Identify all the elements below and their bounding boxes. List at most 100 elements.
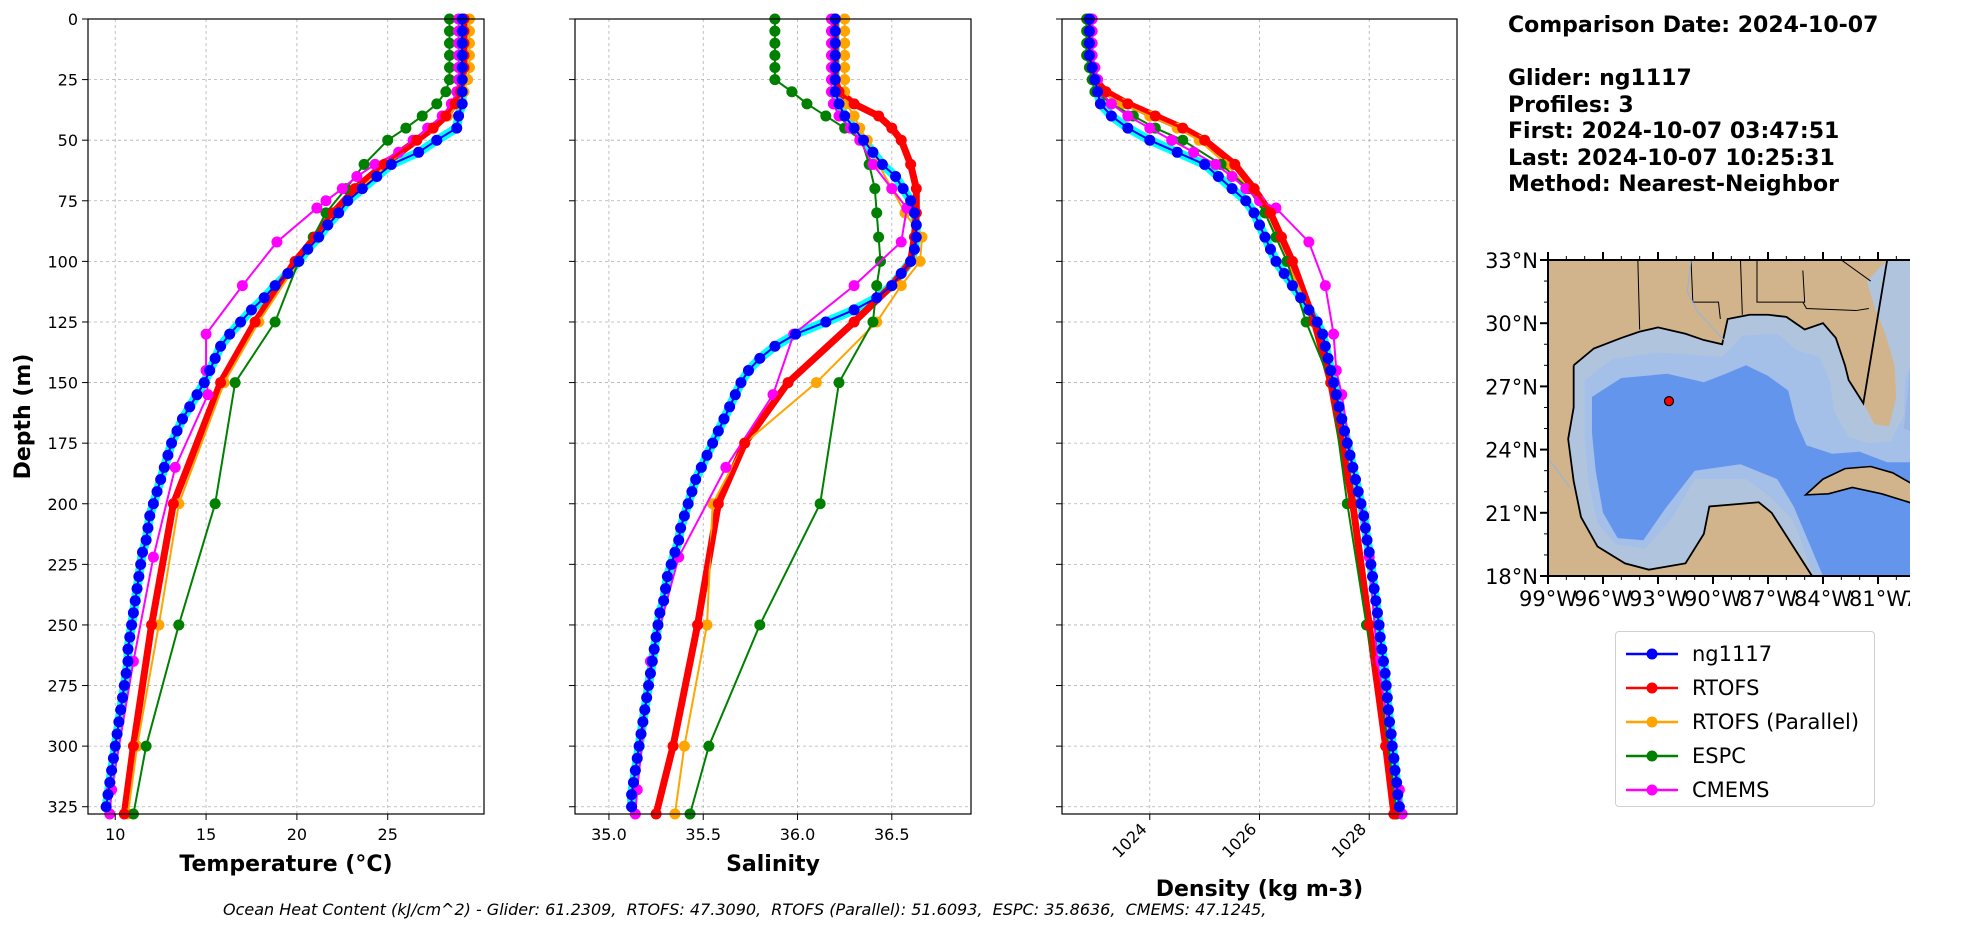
info-panel: Comparison Date: 2024-10-07 Glider: ng11… (1508, 13, 1878, 199)
data-point (1240, 183, 1252, 195)
data-point (1210, 158, 1222, 170)
data-point (908, 243, 920, 255)
lon-label: 78°W (1904, 587, 1910, 611)
data-point (905, 195, 917, 207)
data-point (1171, 146, 1183, 158)
x-tick-label: 35.0 (591, 825, 627, 844)
data-point (142, 522, 154, 534)
us-coastline (1573, 260, 1889, 406)
data-point (869, 183, 881, 195)
cuba (1803, 465, 1910, 504)
data-point (890, 171, 902, 183)
data-point (106, 764, 118, 776)
legend-item: CMEMS (1624, 777, 1770, 803)
glider-name: Glider: ng1117 (1508, 66, 1692, 91)
data-point (910, 231, 922, 243)
data-point (1385, 728, 1397, 740)
data-point (1122, 110, 1134, 122)
data-point (1105, 110, 1117, 122)
data-point (1229, 158, 1241, 170)
state-border (1756, 260, 1806, 303)
data-point (839, 49, 851, 61)
x-axis-label: Salinity (726, 852, 820, 877)
series-line (654, 19, 918, 815)
state-border (1802, 301, 1869, 312)
data-point (833, 377, 845, 389)
data-point (654, 607, 666, 619)
data-point (1248, 207, 1260, 219)
legend-item: RTOFS (Parallel) (1624, 709, 1859, 735)
data-point (1240, 195, 1252, 207)
data-point (127, 740, 139, 752)
x-tick-label: 35.5 (685, 825, 721, 844)
comparison-date: Comparison Date: 2024-10-07 (1508, 13, 1879, 38)
data-point (652, 619, 664, 631)
series-line (1085, 19, 1395, 815)
y-axis-label: Depth (m) (11, 354, 36, 480)
data-point (692, 619, 704, 631)
data-point (400, 122, 412, 134)
data-point (140, 740, 152, 752)
y-tick-label: 175 (47, 434, 78, 453)
data-point (897, 183, 909, 195)
last-time: Last: 2024-10-07 10:25:31 (1508, 145, 1835, 171)
series-rtofs (650, 13, 922, 820)
data-point (124, 631, 136, 643)
data-point (769, 74, 781, 86)
data-point (848, 110, 860, 122)
series-ng1117 (1083, 13, 1405, 813)
data-point (886, 183, 898, 195)
data-point (914, 255, 926, 267)
data-point (122, 655, 134, 667)
data-point (1363, 546, 1375, 558)
data-point (839, 37, 851, 49)
series-ng1117 (626, 13, 922, 813)
data-point (1388, 752, 1400, 764)
data-point (910, 183, 922, 195)
data-point (1358, 510, 1370, 522)
data-point (1286, 280, 1298, 292)
data-point (1177, 134, 1189, 146)
lat-label: 27°N (1485, 375, 1538, 399)
data-point (258, 292, 270, 304)
data-point (839, 74, 851, 86)
data-point (173, 619, 185, 631)
data-point (739, 437, 751, 449)
data-point (1086, 61, 1098, 73)
data-point (1303, 236, 1315, 248)
axes-frame (574, 18, 972, 815)
data-point (1386, 740, 1398, 752)
series-line (673, 19, 923, 815)
data-point (867, 146, 879, 158)
data-point (661, 570, 673, 582)
data-point (626, 789, 638, 801)
series-line (122, 19, 466, 815)
series-line (1087, 19, 1396, 815)
data-point (1365, 558, 1377, 570)
data-point (1322, 352, 1334, 364)
data-point (858, 134, 870, 146)
y-tick-label: 25 (58, 71, 78, 90)
lat-label: 30°N (1485, 312, 1538, 336)
data-point (440, 110, 452, 122)
data-point (648, 643, 660, 655)
data-point (848, 280, 860, 292)
data-point (443, 74, 455, 86)
legend-label: RTOFS (Parallel) (1692, 710, 1860, 734)
data-point (1339, 425, 1351, 437)
data-point (1389, 764, 1401, 776)
series-line (1085, 19, 1398, 815)
data-point (135, 558, 147, 570)
data-point (1363, 619, 1375, 631)
data-point (1083, 49, 1095, 61)
x-tick-label: 1024 (1108, 819, 1150, 861)
lat-label: 18°N (1485, 565, 1538, 589)
x-tick-label: 20 (287, 825, 307, 844)
data-point (382, 134, 394, 146)
data-point (1270, 255, 1282, 267)
legend-swatch (1626, 648, 1678, 660)
data-point (829, 74, 841, 86)
data-point (682, 498, 694, 510)
series-line (630, 19, 918, 807)
method: Method: Nearest-Neighbor (1508, 172, 1839, 197)
